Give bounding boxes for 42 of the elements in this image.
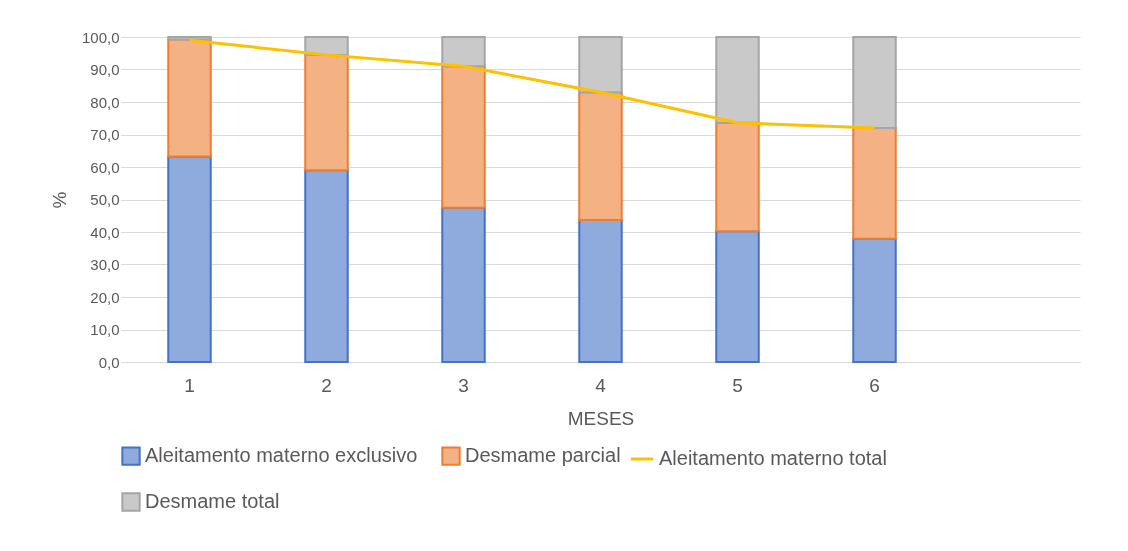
bar (578, 36, 623, 94)
y-axis-title: % (48, 191, 70, 209)
legend-label: Desmame total (145, 490, 280, 512)
bar (715, 230, 760, 363)
bar (441, 65, 486, 209)
x-tick-label: 5 (732, 374, 743, 396)
y-tick-label: 20,0 (90, 288, 120, 306)
bar (441, 36, 486, 68)
y-tick-label: 70,0 (90, 126, 120, 143)
x-tick-label: 2 (321, 374, 332, 396)
legend-label: Desmame parcial (465, 444, 621, 467)
legend-label: Aleitamento materno exclusivo (145, 444, 418, 467)
y-tick-label: 0,0 (98, 353, 120, 371)
bar (852, 36, 897, 129)
legend-label: Aleitamento materno total (659, 447, 887, 469)
bar (304, 53, 349, 172)
bar (578, 91, 623, 221)
bar (441, 206, 486, 363)
bar (167, 155, 212, 363)
y-tick-label: 50,0 (90, 191, 120, 208)
bar (578, 218, 623, 363)
x-tick-label: 1 (184, 374, 195, 396)
x-axis-title: MESES (567, 407, 635, 429)
x-tick-label: 3 (458, 374, 469, 396)
bar (715, 36, 760, 124)
bar (852, 127, 897, 240)
y-tick-label: 90,0 (90, 61, 120, 78)
bar (715, 121, 760, 233)
line-series (188, 38, 876, 130)
y-tick-label: 40,0 (90, 223, 120, 241)
bar (852, 237, 897, 363)
y-tick-label: 10,0 (90, 321, 120, 338)
y-tick-label: 100,0 (81, 28, 120, 46)
bar (167, 36, 212, 41)
y-tick-label: 60,0 (90, 158, 120, 176)
bar (167, 38, 212, 158)
y-tick-label: 30,0 (90, 256, 120, 273)
x-tick-label: 4 (595, 374, 607, 396)
y-tick-label: 80,0 (90, 93, 120, 111)
bar (304, 36, 349, 56)
bar (304, 169, 349, 363)
x-tick-label: 6 (869, 374, 880, 396)
